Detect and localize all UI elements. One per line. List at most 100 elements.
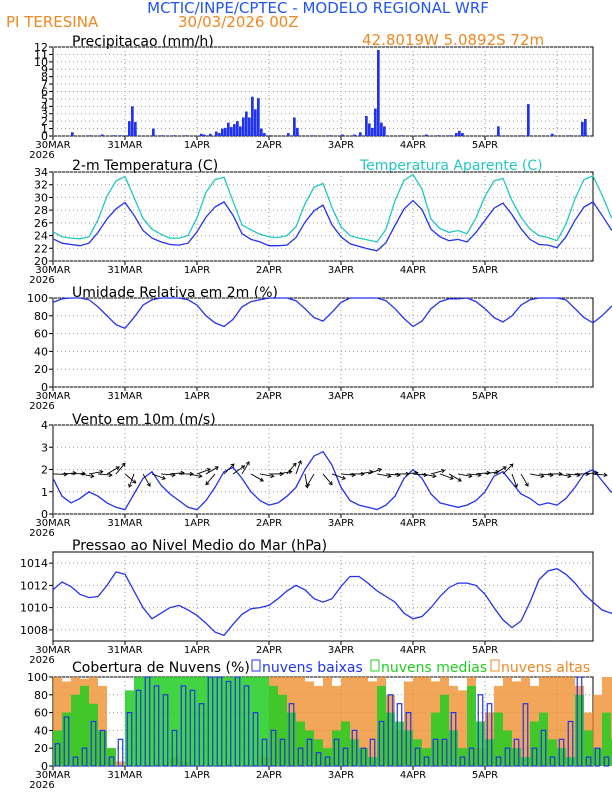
- cloud-bar: [485, 739, 494, 766]
- precip-bar: [359, 132, 362, 136]
- cloud-bar: [575, 694, 584, 766]
- cloud-bar: [269, 685, 278, 766]
- cloud-bar: [540, 729, 547, 767]
- wind-arrow-head: [245, 461, 250, 466]
- series-line: [52, 297, 612, 330]
- legend-swatch-low: [251, 659, 261, 672]
- x-tick-label: 5APR: [472, 391, 498, 402]
- cloud-bar: [512, 748, 521, 766]
- y-tick-label: 6: [41, 86, 48, 99]
- precip-bar: [461, 133, 464, 136]
- wind-arrow-head: [558, 471, 563, 477]
- wind-arrow: [322, 473, 333, 485]
- y-tick-label: 28: [34, 204, 48, 217]
- cloud-bar: [476, 721, 485, 766]
- cloud-bar: [72, 756, 79, 767]
- cloud-bar: [377, 685, 386, 766]
- cloud-bar: [486, 703, 493, 767]
- x-year-label: 2026: [29, 150, 54, 161]
- precip-bar: [209, 133, 212, 136]
- cloud-bar: [369, 738, 376, 767]
- wind-arrow-head: [206, 468, 211, 473]
- x-year-label: 2026: [29, 780, 54, 791]
- cloud-bar: [530, 721, 539, 766]
- cloud-bar: [404, 681, 413, 766]
- precip-bar: [584, 118, 587, 136]
- series-line: [52, 199, 612, 252]
- wind-arrow: [196, 468, 211, 475]
- wind-arrow: [277, 471, 292, 475]
- cloud-bar: [279, 738, 286, 767]
- wind-arrow-head: [240, 465, 246, 470]
- cloud-bar: [108, 756, 115, 767]
- wind-arrow-head: [540, 473, 545, 479]
- cloud-bar: [134, 677, 143, 766]
- chart-title: MCTIC/INPE/CPTEC - MODELO REGIONAL WRF: [147, 0, 489, 17]
- precip-bar: [497, 126, 500, 136]
- y-tick-label: 80: [34, 689, 48, 702]
- x-tick-label: 5APR: [472, 265, 498, 276]
- x-tick-label: 4APR: [400, 391, 426, 402]
- y-tick-label: 9: [41, 63, 48, 76]
- cloud-bar: [206, 677, 215, 766]
- wind-arrow: [340, 473, 355, 476]
- cloud-bar: [224, 677, 233, 766]
- wind-arrow-head: [121, 462, 126, 467]
- cloud-bar: [504, 747, 511, 767]
- precip-bar: [248, 117, 251, 136]
- cloud-bar: [287, 712, 296, 766]
- precip-bar: [242, 117, 245, 136]
- legend-swatch-high: [490, 659, 500, 672]
- cloud-bar: [297, 747, 304, 767]
- y-tick-label: 1010: [20, 602, 48, 615]
- cloud-bar: [548, 677, 557, 766]
- wind-arrow: [306, 473, 315, 487]
- precip-bar: [131, 106, 134, 136]
- cloud-bar: [512, 681, 521, 766]
- cloud-bar: [80, 685, 89, 766]
- wind-arrow-head: [306, 482, 311, 487]
- cloud-bar: [332, 685, 341, 766]
- cloud-bar: [99, 729, 106, 767]
- cloud-bar: [53, 677, 62, 766]
- y-tick-label: 30: [34, 191, 48, 204]
- cloud-bar: [243, 685, 250, 767]
- x-tick-label: 31MAR: [107, 265, 142, 276]
- y-tick-label: 3: [41, 441, 48, 454]
- y-tick-label: 5: [41, 93, 48, 106]
- precip-bar: [101, 134, 104, 136]
- precip-bar: [371, 127, 374, 136]
- precip-bar: [287, 133, 290, 136]
- panel-wind: Vento em 10m (m/s) 0 1 2 3 4 30MAR 31MAR 1APR 2A…: [29, 412, 612, 539]
- precip-bar: [293, 117, 296, 136]
- cloud-bar: [260, 677, 269, 766]
- precip-bar: [161, 135, 164, 136]
- wind-arrow-head: [214, 466, 219, 471]
- wind-arrow: [115, 462, 126, 475]
- cloud-bar: [521, 757, 530, 766]
- x-tick-label: 3APR: [328, 645, 354, 656]
- precip-bar: [449, 135, 452, 136]
- cloud-bar: [170, 677, 179, 766]
- cloud-bar: [387, 694, 394, 767]
- wind-arrow: [457, 473, 472, 477]
- cloud-bar: [117, 738, 124, 767]
- legend-swatch-mid: [370, 659, 380, 672]
- cloud-bar: [585, 756, 592, 767]
- wind-arrow: [430, 469, 445, 475]
- cloud-bar: [558, 738, 565, 767]
- cloud-bar: [135, 689, 142, 767]
- wind-arrow: [529, 473, 544, 477]
- cloud-bar: [324, 756, 331, 767]
- station-name: PI TERESINA: [6, 13, 99, 31]
- y-tick-label: 0: [41, 760, 48, 773]
- wind-arrow: [538, 473, 553, 476]
- precip-bar: [71, 132, 74, 136]
- cloud-bar: [233, 677, 242, 766]
- x-tick-label: 30MAR: [35, 770, 70, 781]
- wind-arrow: [160, 473, 175, 476]
- x-year-label: 2026: [29, 528, 54, 539]
- cloud-bar: [593, 694, 602, 766]
- cloud-bar: [557, 748, 566, 766]
